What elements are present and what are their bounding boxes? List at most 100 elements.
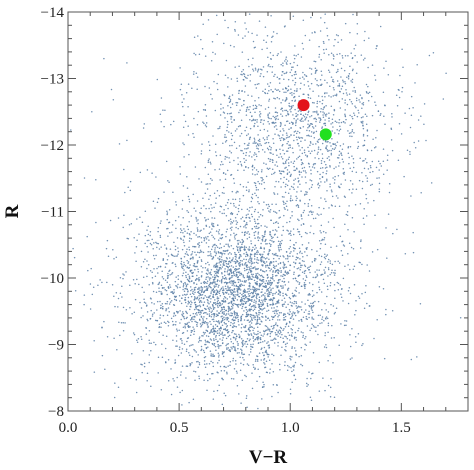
data-point (309, 265, 312, 268)
data-point (190, 329, 193, 332)
data-point (304, 139, 306, 141)
data-point (324, 271, 326, 273)
data-point (251, 387, 254, 390)
data-point (279, 244, 281, 246)
data-point (333, 271, 335, 274)
data-point (321, 166, 324, 169)
data-point (282, 266, 284, 268)
data-point (222, 292, 225, 294)
data-point (184, 327, 187, 329)
data-point (376, 45, 378, 47)
data-point (310, 114, 313, 117)
data-point (157, 230, 159, 233)
data-point (123, 168, 125, 171)
data-point (365, 175, 367, 177)
data-point (239, 225, 242, 228)
data-point (378, 190, 381, 193)
data-point (297, 186, 299, 188)
data-point (265, 175, 268, 178)
data-point (197, 354, 199, 356)
data-point (179, 322, 181, 324)
data-point (254, 107, 256, 110)
data-point (386, 169, 388, 171)
data-point (265, 266, 267, 268)
data-point (284, 301, 286, 303)
data-point (304, 287, 306, 290)
data-point (106, 335, 109, 338)
data-point (340, 183, 342, 185)
data-point (252, 246, 254, 249)
data-point (236, 246, 239, 249)
data-point (372, 170, 374, 173)
data-point (266, 226, 268, 228)
data-point (280, 275, 282, 277)
data-point (289, 355, 292, 358)
data-point (236, 305, 239, 307)
data-point (282, 181, 285, 184)
data-point (274, 271, 277, 273)
data-point (289, 232, 291, 234)
data-point (259, 323, 261, 325)
data-point (289, 252, 291, 255)
data-point (352, 158, 355, 160)
data-point (167, 255, 170, 257)
data-point (359, 157, 361, 160)
data-point (302, 255, 304, 258)
data-point (160, 290, 162, 293)
data-point (321, 309, 323, 311)
data-point (312, 127, 315, 129)
data-point (297, 306, 299, 308)
data-point (138, 283, 140, 286)
data-point (271, 161, 274, 164)
data-point (210, 328, 213, 331)
data-point (221, 352, 224, 355)
data-point (181, 389, 184, 392)
data-point (153, 258, 156, 260)
data-point (146, 304, 148, 306)
data-point (266, 327, 269, 329)
data-point (181, 332, 184, 334)
data-point (260, 320, 262, 322)
data-point (348, 188, 351, 191)
data-point (276, 154, 278, 157)
data-point (279, 336, 282, 339)
data-point (287, 89, 290, 91)
data-point (294, 81, 297, 84)
data-point (112, 98, 115, 101)
data-point (355, 106, 357, 109)
data-point (349, 179, 352, 182)
data-point (366, 115, 368, 117)
data-point (286, 342, 288, 344)
data-point (244, 330, 247, 333)
data-point (317, 151, 319, 154)
data-point (164, 347, 167, 350)
data-point (247, 133, 250, 135)
data-point (230, 202, 232, 205)
data-point (278, 78, 280, 80)
data-point (277, 53, 279, 55)
data-point (282, 65, 284, 67)
data-point (305, 382, 308, 385)
data-point (230, 118, 232, 120)
data-point (217, 279, 219, 282)
data-point (297, 329, 299, 332)
data-point (235, 206, 237, 209)
data-point (301, 137, 304, 139)
highlight-point-2 (319, 128, 332, 141)
data-point (206, 373, 209, 376)
data-point (237, 314, 239, 317)
data-point (170, 368, 172, 370)
data-point (195, 351, 198, 353)
data-point (189, 269, 192, 272)
data-point (362, 124, 364, 127)
data-point (345, 213, 348, 216)
data-point (214, 299, 216, 301)
data-point (211, 179, 213, 181)
data-point (159, 222, 162, 224)
data-point (316, 153, 319, 155)
data-point (253, 137, 256, 140)
data-point (279, 125, 282, 128)
data-point (270, 276, 272, 279)
data-point (278, 329, 281, 331)
data-point (280, 271, 282, 273)
